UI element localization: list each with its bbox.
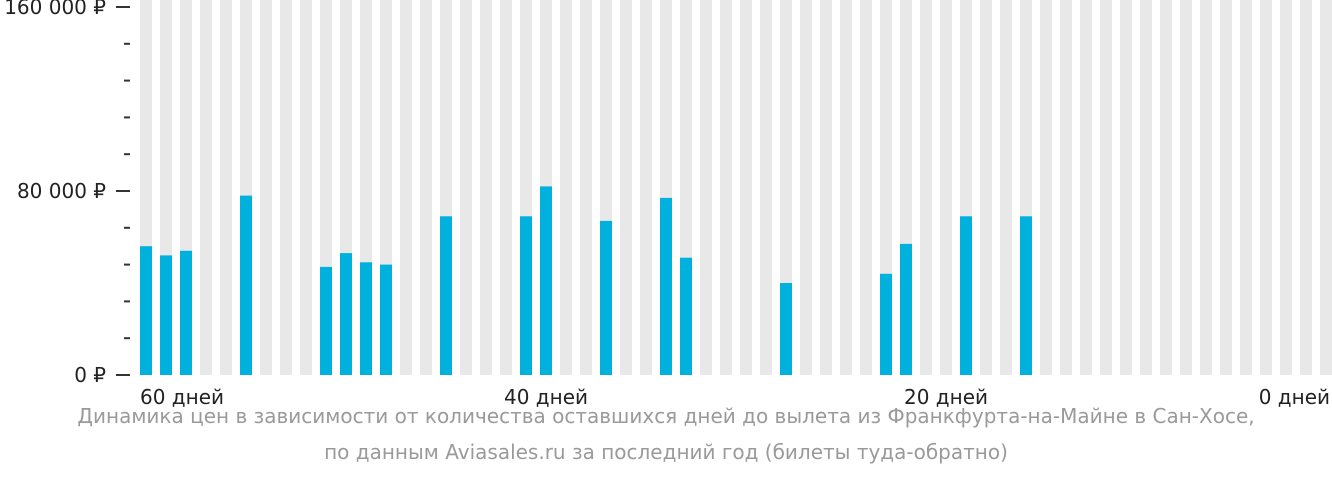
background-column (260, 0, 272, 375)
price-bar (140, 246, 152, 375)
x-tick-label: 60 дней (140, 385, 224, 409)
background-column (1000, 0, 1012, 375)
background-column (1160, 0, 1172, 375)
background-column (700, 0, 712, 375)
chart-caption-line-1: Динамика цен в зависимости от количества… (77, 404, 1255, 428)
background-column (460, 0, 472, 375)
price-bar (780, 283, 792, 375)
background-column (1260, 0, 1272, 375)
price-bar (240, 195, 252, 375)
background-column (1120, 0, 1132, 375)
y-tick-label: 80 000 ₽ (17, 179, 106, 203)
chart-caption-line-2: по данным Aviasales.ru за последний год … (324, 440, 1008, 464)
price-bar (160, 255, 172, 375)
background-column (1300, 0, 1312, 375)
y-tick-label: 0 ₽ (74, 363, 106, 387)
background-column (1060, 0, 1072, 375)
background-column (740, 0, 752, 375)
x-tick-label: 20 дней (904, 385, 988, 409)
background-column (1240, 0, 1252, 375)
price-bar (440, 216, 452, 375)
price-bar (340, 253, 352, 375)
background-column (1320, 0, 1332, 375)
background-column (840, 0, 852, 375)
background-column (940, 0, 952, 375)
background-column (280, 0, 292, 375)
background-column (1220, 0, 1232, 375)
background-column (580, 0, 592, 375)
price-bar (180, 250, 192, 375)
background-column (480, 0, 492, 375)
price-bar (600, 220, 612, 375)
background-column (760, 0, 772, 375)
background-column (1040, 0, 1052, 375)
background-column (1180, 0, 1192, 375)
price-bar (520, 216, 532, 375)
background-column (220, 0, 232, 375)
price-bar (680, 257, 692, 375)
background-column (420, 0, 432, 375)
background-column (200, 0, 212, 375)
background-column (500, 0, 512, 375)
x-tick-label: 40 дней (504, 385, 588, 409)
price-bar (380, 264, 392, 375)
background-column (620, 0, 632, 375)
background-column (800, 0, 812, 375)
price-bar (320, 266, 332, 375)
background-column (720, 0, 732, 375)
price-bar (360, 262, 372, 375)
price-chart: 0 ₽ 80 000 ₽ 160 000 ₽ 60 дней 40 дней 20 дне… (4, 0, 1332, 409)
x-tick-label: 0 дней (1259, 385, 1330, 409)
background-column (920, 0, 932, 375)
background-column (980, 0, 992, 375)
background-column (300, 0, 312, 375)
background-column (780, 0, 792, 375)
price-bar (540, 186, 552, 375)
price-bar (660, 197, 672, 375)
price-bar (1020, 216, 1032, 375)
background-column (820, 0, 832, 375)
background-column (1140, 0, 1152, 375)
background-column (1280, 0, 1292, 375)
price-bar (900, 243, 912, 375)
y-tick-label: 160 000 ₽ (4, 0, 106, 19)
background-column (1200, 0, 1212, 375)
background-column (1100, 0, 1112, 375)
price-bar (880, 273, 892, 375)
background-column (640, 0, 652, 375)
background-column (1080, 0, 1092, 375)
price-bar (960, 216, 972, 375)
background-column (560, 0, 572, 375)
background-column (400, 0, 412, 375)
background-column (860, 0, 872, 375)
